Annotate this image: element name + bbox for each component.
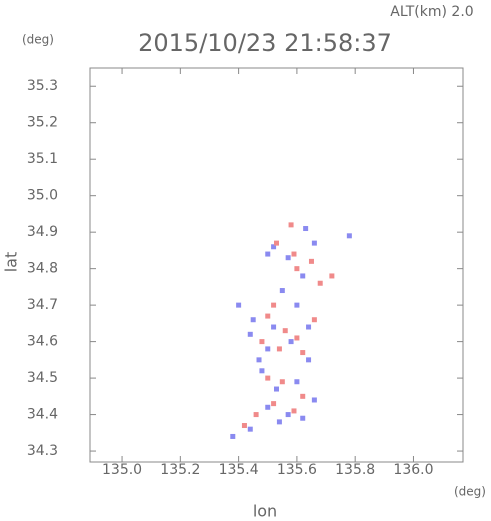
data-point <box>311 240 317 246</box>
y-tick-label: 35.0 <box>27 188 58 204</box>
data-point <box>306 357 312 363</box>
y-tick-label: 34.7 <box>27 297 58 313</box>
data-point <box>265 251 271 257</box>
y-tick-label: 35.2 <box>27 115 58 131</box>
data-point <box>285 412 291 418</box>
data-point <box>308 258 314 264</box>
chart-title: 2015/10/23 21:58:37 <box>138 29 392 57</box>
data-point <box>265 346 271 352</box>
y-tick-label: 34.4 <box>27 407 58 423</box>
data-point <box>230 433 236 439</box>
data-point <box>271 401 277 407</box>
data-point <box>288 339 294 345</box>
y-tick-label: 35.1 <box>27 151 58 167</box>
data-point <box>329 273 335 279</box>
data-point <box>265 404 271 410</box>
data-point <box>291 408 297 414</box>
data-point <box>274 240 279 246</box>
data-point <box>300 393 306 399</box>
data-point <box>265 313 271 319</box>
x-axis-label: lon <box>253 502 277 521</box>
data-point <box>279 379 285 385</box>
x-tick-label: 135.0 <box>102 462 142 478</box>
plot-frame <box>89 67 464 463</box>
data-point <box>265 375 271 381</box>
data-point <box>294 335 300 341</box>
data-point <box>253 412 259 418</box>
data-point <box>300 415 306 421</box>
data-point <box>346 233 352 239</box>
y-tick-label: 34.3 <box>27 443 58 459</box>
y-tick-label: 34.5 <box>27 370 58 386</box>
data-point <box>256 357 262 363</box>
data-point <box>247 331 253 337</box>
data-point <box>300 350 306 356</box>
data-point <box>259 339 265 345</box>
data-point <box>279 288 285 294</box>
data-point <box>276 419 282 425</box>
y-tick-label: 34.9 <box>27 224 58 240</box>
data-point <box>294 302 300 308</box>
altitude-label: ALT(km) 2.0 <box>390 4 473 20</box>
data-point <box>317 280 323 286</box>
data-point <box>294 379 300 385</box>
data-point <box>288 222 294 228</box>
data-point <box>311 397 317 403</box>
y-tick-label: 34.8 <box>27 261 58 277</box>
y-unit: (deg) <box>22 33 54 47</box>
x-tick-label: 135.6 <box>277 462 317 478</box>
data-point <box>259 368 265 374</box>
y-tick-label: 34.6 <box>27 334 58 350</box>
x-tick-label: 135.2 <box>160 462 200 478</box>
data-point <box>291 251 297 257</box>
data-point <box>271 324 277 330</box>
data-point <box>236 302 242 308</box>
data-point <box>306 324 312 330</box>
data-point <box>271 302 277 308</box>
data-point <box>247 426 253 432</box>
data-point <box>303 226 309 232</box>
data-point <box>241 423 247 429</box>
y-axis-label: lat <box>2 252 21 273</box>
x-tick-label: 136.0 <box>393 462 433 478</box>
data-point <box>250 317 256 323</box>
data-point <box>271 244 277 250</box>
x-tick-label: 135.4 <box>219 462 259 478</box>
data-point <box>294 266 300 272</box>
data-point <box>282 328 288 334</box>
x-unit: (deg) <box>454 485 486 499</box>
data-point <box>276 346 282 352</box>
data-point <box>274 386 279 392</box>
data-point <box>311 317 317 323</box>
data-point <box>285 255 291 261</box>
data-point <box>300 273 306 279</box>
y-tick-label: 35.3 <box>27 78 58 94</box>
x-tick-label: 135.8 <box>335 462 375 478</box>
